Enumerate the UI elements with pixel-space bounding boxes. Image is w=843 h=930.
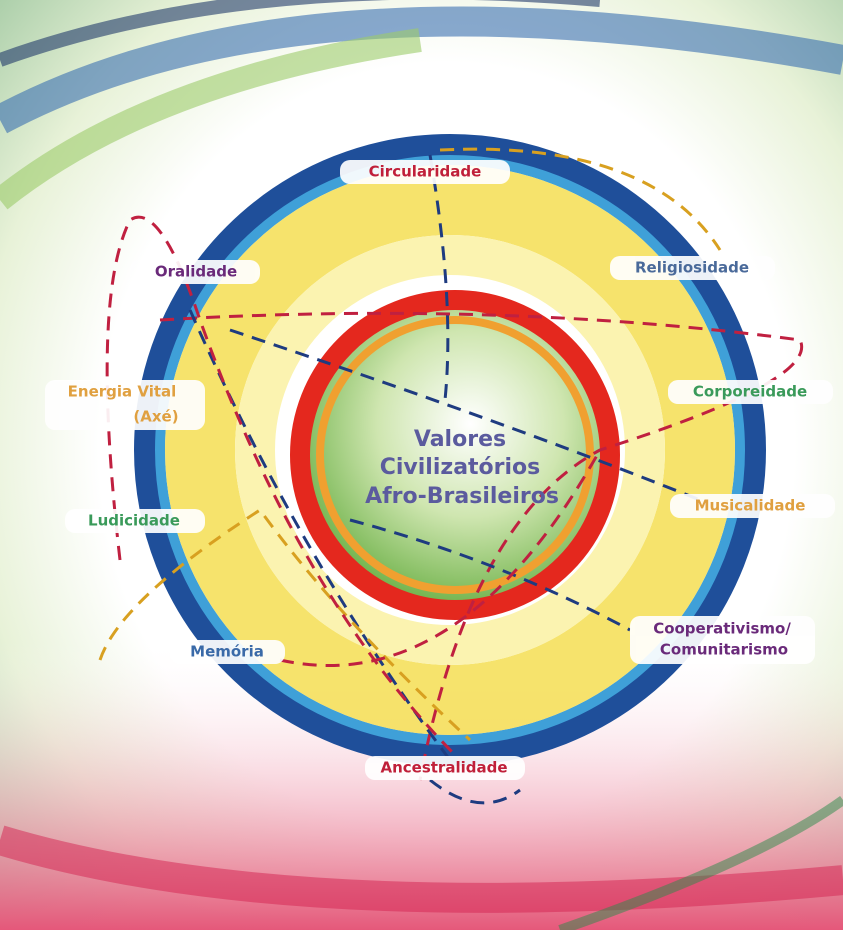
- ring-orange: [316, 316, 594, 594]
- ring-yellow: [165, 165, 735, 735]
- dashed-line: [229, 328, 701, 502]
- node-label: Musicalidade: [695, 497, 806, 515]
- streak: [0, 0, 600, 67]
- dashed-line: [429, 778, 521, 805]
- node-label: Oralidade: [155, 263, 237, 281]
- node-label: Corporeidade: [693, 383, 807, 401]
- streak: [0, 28, 422, 210]
- center-label: Valores: [414, 427, 506, 452]
- dashed-line: [279, 449, 602, 668]
- node-label: Religiosidade: [635, 259, 749, 277]
- streak: [558, 795, 843, 930]
- node-label: Comunitarismo: [660, 641, 788, 659]
- center-label: Civilizatórios: [380, 455, 541, 480]
- node-label: Circularidade: [369, 163, 482, 181]
- label-boxes: [45, 160, 835, 780]
- node-label: (Axé): [133, 408, 178, 426]
- dashed-line: [428, 154, 450, 401]
- node-label: Ludicidade: [88, 512, 180, 530]
- streak: [0, 825, 843, 913]
- ring-red: [290, 290, 620, 620]
- dashed-line: [105, 215, 462, 762]
- dashed-line: [439, 147, 722, 251]
- ring-blue: [134, 134, 766, 766]
- dashed-line: [98, 507, 472, 742]
- ring-paleyellow: [235, 235, 665, 665]
- node-label: Memória: [190, 643, 264, 661]
- node-label: Energia Vital: [68, 383, 177, 401]
- node-label: Cooperativismo/: [653, 620, 791, 638]
- dashed-line: [349, 518, 631, 632]
- center-label: Afro-Brasileiros: [365, 484, 559, 509]
- node-label: Ancestralidade: [380, 759, 507, 777]
- streak: [0, 6, 843, 134]
